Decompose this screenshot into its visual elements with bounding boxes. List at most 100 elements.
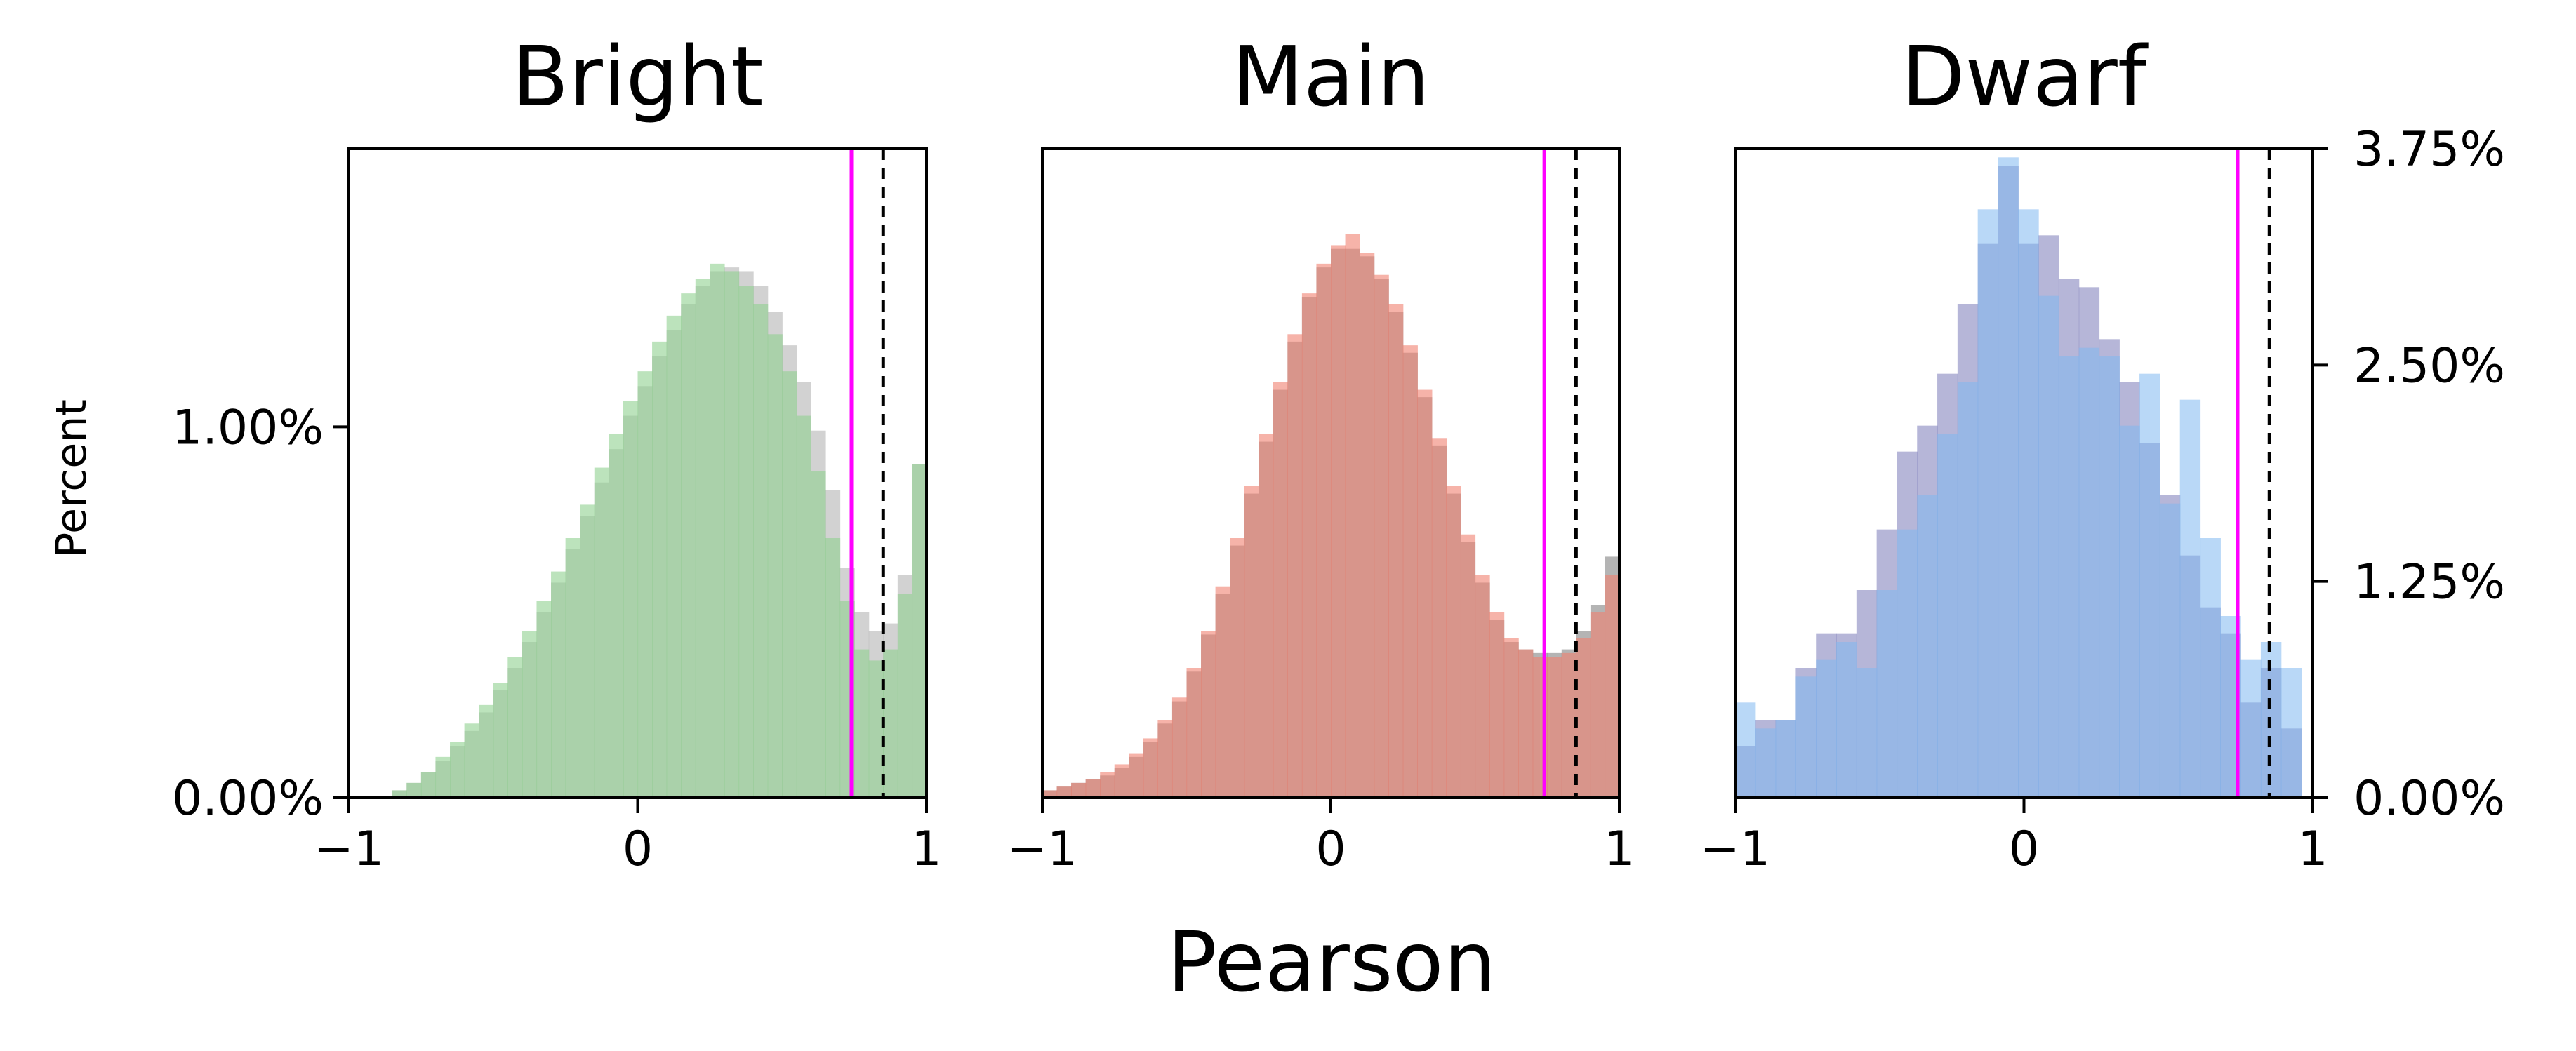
histogram-bar bbox=[681, 293, 696, 798]
histogram-bar bbox=[2018, 209, 2039, 798]
histogram-bar bbox=[2280, 668, 2302, 798]
histogram-bar bbox=[609, 434, 624, 798]
histogram-bar bbox=[637, 371, 653, 798]
histogram-area bbox=[392, 263, 927, 798]
histogram-bar bbox=[796, 415, 811, 798]
histogram-bar bbox=[2179, 399, 2201, 798]
histogram-bar bbox=[1230, 538, 1245, 798]
histogram-bar bbox=[666, 315, 682, 798]
histogram-bar bbox=[1071, 782, 1087, 798]
x-tick-label: 1 bbox=[911, 822, 941, 877]
histogram-bar bbox=[1547, 657, 1562, 798]
histogram-bar bbox=[1755, 728, 1777, 798]
histogram-area bbox=[1735, 157, 2302, 798]
x-tick-label: −1 bbox=[314, 822, 384, 877]
histogram-bar bbox=[522, 631, 538, 798]
y-tick-label: 0.00% bbox=[172, 771, 324, 826]
x-tick-label: −1 bbox=[1007, 822, 1077, 877]
histogram-bar bbox=[652, 341, 668, 798]
y-tick-label: 1.25% bbox=[2353, 555, 2505, 610]
histogram-bar bbox=[2099, 356, 2120, 798]
histogram-bar bbox=[854, 649, 870, 798]
histogram-bar bbox=[1042, 790, 1058, 798]
histogram-bar bbox=[536, 601, 552, 798]
histogram-bar bbox=[1475, 575, 1490, 798]
histogram-bar bbox=[1100, 772, 1115, 798]
histogram-bar bbox=[825, 538, 841, 798]
histogram-bar bbox=[2139, 373, 2160, 798]
histogram-bar bbox=[1056, 786, 1072, 798]
panel-dwarf: Dwarf −1 0 1 0.00% 1.25% 2.50% 3.75% bbox=[1700, 28, 2505, 877]
histogram-bar bbox=[1215, 586, 1230, 798]
histogram-bar bbox=[1417, 389, 1433, 798]
histogram-bar bbox=[551, 571, 566, 798]
histogram-bar bbox=[868, 660, 884, 798]
histogram-bar bbox=[1431, 438, 1447, 798]
histogram-bar bbox=[1937, 434, 1958, 798]
panels: Bright −1 0 1 0.00% 1.00% Main −1 0 1 Dwarf −1 0 1 0.0… bbox=[172, 28, 2505, 877]
histogram-bar bbox=[420, 772, 437, 798]
y-tick-label: 1.00% bbox=[172, 400, 324, 455]
panel-main: Main −1 0 1 bbox=[1007, 28, 1635, 877]
histogram-bar bbox=[479, 704, 494, 798]
histogram-bar bbox=[507, 657, 523, 798]
histogram-bar bbox=[1446, 486, 1461, 798]
histogram-series-2 bbox=[1042, 234, 1619, 798]
histogram-bar bbox=[406, 782, 422, 798]
histogram-bar bbox=[464, 723, 479, 798]
x-tick-label: 0 bbox=[2009, 822, 2039, 877]
histogram-bar bbox=[1576, 638, 1591, 798]
histogram-bar bbox=[782, 371, 797, 798]
histogram-bar bbox=[1331, 245, 1346, 798]
histogram-bar bbox=[580, 504, 595, 798]
histogram-bar bbox=[1244, 486, 1259, 798]
y-tick-label: 2.50% bbox=[2353, 338, 2505, 394]
y-tick-label: 3.75% bbox=[2353, 122, 2505, 178]
histogram-bar bbox=[1273, 382, 1288, 798]
histogram-bar bbox=[2119, 425, 2140, 798]
histogram-bar bbox=[1287, 334, 1303, 798]
histogram-bar bbox=[1301, 293, 1317, 798]
panel-bright: Bright −1 0 1 0.00% 1.00% bbox=[172, 28, 942, 877]
histogram-bar bbox=[738, 286, 754, 798]
histogram-series-2 bbox=[1735, 157, 2302, 798]
histogram-bar bbox=[811, 471, 826, 798]
histogram-bar bbox=[767, 334, 783, 798]
histogram-bar bbox=[1460, 534, 1476, 798]
histogram-bar bbox=[2058, 356, 2080, 798]
histogram-bar bbox=[1836, 642, 1857, 798]
histogram-bar bbox=[623, 401, 639, 798]
histogram-bar bbox=[1201, 631, 1216, 798]
histogram-bar bbox=[1489, 612, 1505, 798]
panel-title: Bright bbox=[512, 28, 763, 125]
histogram-bar bbox=[912, 464, 927, 798]
histogram-bar bbox=[1561, 652, 1576, 798]
histogram-bar bbox=[2159, 503, 2181, 798]
histogram-bar bbox=[1374, 274, 1389, 798]
histogram-bar bbox=[435, 756, 451, 798]
histogram-bar bbox=[2200, 538, 2221, 798]
y-tick-label: 0.00% bbox=[2353, 771, 2505, 826]
histogram-bar bbox=[1590, 612, 1606, 798]
x-tick-label: −1 bbox=[1700, 822, 1770, 877]
histogram-bar bbox=[1114, 764, 1129, 798]
x-axis-label: Pearson bbox=[1167, 913, 1496, 1010]
histogram-bar bbox=[450, 742, 465, 798]
x-tick-label: 1 bbox=[2297, 822, 2328, 877]
histogram-bar bbox=[897, 594, 913, 798]
x-tick-label: 0 bbox=[1315, 822, 1346, 877]
histogram-bar bbox=[1977, 209, 1999, 798]
histogram-bar bbox=[1316, 263, 1332, 798]
histogram-bar bbox=[1388, 304, 1404, 798]
histogram-bar bbox=[1795, 676, 1817, 798]
histogram-area bbox=[1042, 234, 1619, 798]
y-axis-label: Percent bbox=[47, 399, 96, 558]
histogram-bar bbox=[2038, 295, 2059, 798]
histogram-bar bbox=[1360, 253, 1375, 798]
histogram-bar bbox=[1897, 529, 1918, 798]
histogram-bar bbox=[392, 790, 407, 798]
histogram-bar bbox=[710, 263, 725, 798]
histogram-bar bbox=[493, 683, 508, 798]
histogram-bar bbox=[1775, 720, 1797, 798]
